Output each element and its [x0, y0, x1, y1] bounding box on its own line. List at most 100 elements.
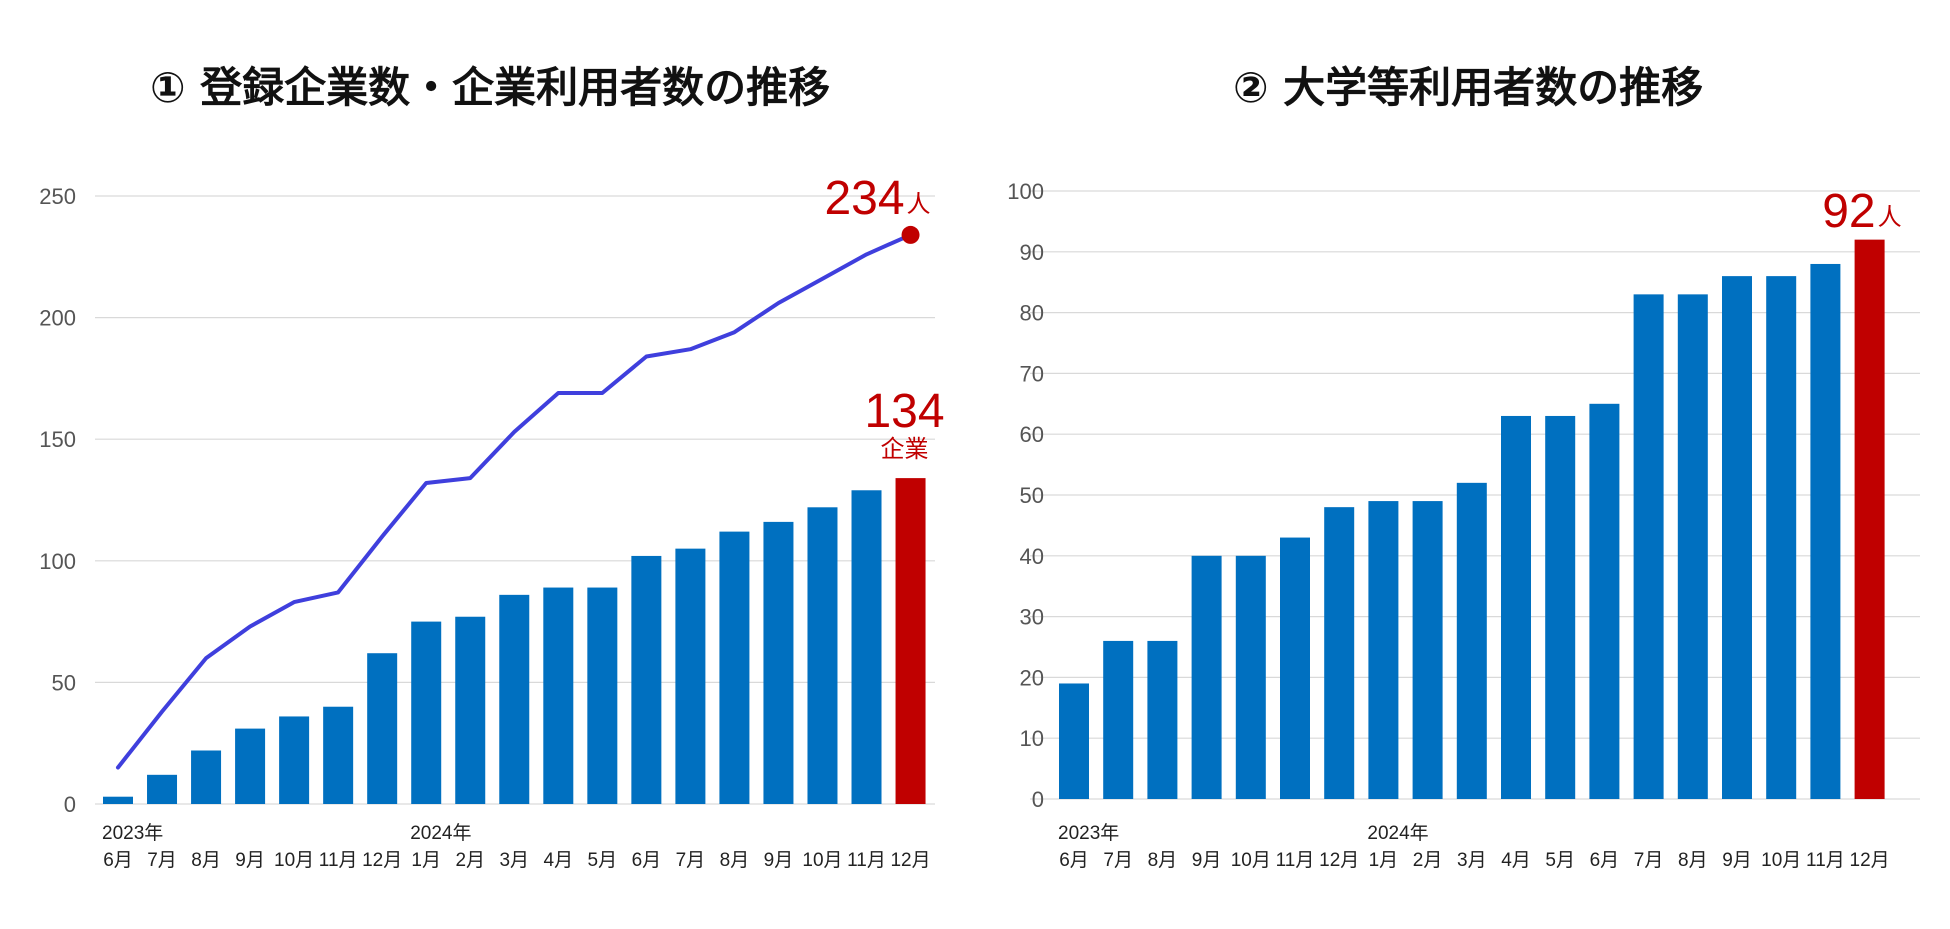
- chart2-ytick-label: 100: [1007, 179, 1044, 204]
- chart1-xtick-label: 10月: [802, 850, 842, 871]
- chart2-callout-users-value: 92: [1822, 185, 1875, 238]
- chart1-bar: [411, 621, 442, 804]
- chart2-xtick-label: 9月: [1192, 850, 1222, 871]
- chart1-xtick-label: 12月: [890, 850, 930, 871]
- chart1-callout-users-unit: 人: [907, 190, 931, 218]
- chart2-bar: [1456, 482, 1487, 799]
- chart2-bar: [1324, 507, 1355, 799]
- chart2-ytick-label: 30: [1020, 605, 1044, 630]
- chart2-xtick-label: 4月: [1501, 850, 1531, 871]
- chart1-ytick-label: 150: [39, 427, 76, 452]
- chart1-bar: [279, 716, 310, 804]
- chart1-bar: [147, 774, 178, 804]
- chart1-callout-companies-value: 134: [864, 385, 944, 438]
- chart1-xtick-label: 9月: [764, 850, 794, 871]
- chart2-xtick-label: 1月: [1369, 850, 1399, 871]
- chart1-bar: [455, 616, 486, 804]
- chart1-xtick-label: 8月: [191, 850, 221, 871]
- chart2-xtick-label: 10月: [1231, 850, 1271, 871]
- chart2-bar: [1280, 537, 1310, 799]
- chart1-callout-users-value: 234: [824, 172, 904, 225]
- chart1-bar: [499, 594, 530, 804]
- chart2-bar: [1235, 555, 1266, 799]
- chart2-bar: [1368, 501, 1399, 799]
- chart1-xtick-label: 9月: [235, 850, 265, 871]
- chart1-bar: [807, 507, 838, 804]
- chart1-xtick-label: 4月: [544, 850, 574, 871]
- chart1-bar: [323, 706, 354, 804]
- chart2-xtick-label: 7月: [1634, 850, 1664, 871]
- chart2-xtick-label: 2月: [1413, 850, 1443, 871]
- chart2-bar: [1412, 501, 1443, 799]
- chart2-callout-users-unit: 人: [1878, 203, 1902, 231]
- chart2-title: ② 大学等利用者数の推移: [1233, 63, 1703, 112]
- chart2-xtick-label: 8月: [1148, 850, 1178, 871]
- chart1-xtick-label: 8月: [720, 850, 750, 871]
- chart2-ytick-label: 10: [1020, 726, 1044, 751]
- chart2-bar: [1589, 403, 1620, 799]
- chart2-bar: [1677, 294, 1708, 799]
- chart1-bar: [191, 750, 222, 804]
- chart1-xtick-label: 6月: [103, 850, 133, 871]
- chart1-bar: [235, 728, 266, 804]
- chart2-bar: [1545, 415, 1576, 799]
- chart1-bar: [675, 548, 706, 804]
- chart2-xtick-label: 5月: [1545, 850, 1575, 871]
- chart2-xtick-label: 12月: [1319, 850, 1359, 871]
- chart2-xtick-label: 12月: [1850, 850, 1890, 871]
- chart2-bar: [1766, 276, 1797, 799]
- chart2-ytick-label: 90: [1020, 240, 1044, 265]
- chart1-xtick-label: 11月: [319, 850, 358, 871]
- chart1-ytick-label: 0: [64, 792, 76, 817]
- chart1-bar: [851, 490, 882, 804]
- chart1-bar: [587, 587, 618, 804]
- chart2-year-label: 2023年: [1058, 822, 1119, 844]
- chart1-xtick-label: 1月: [411, 850, 441, 871]
- chart2-xtick-label: 6月: [1590, 850, 1620, 871]
- chart2-bar: [1059, 683, 1089, 799]
- chart1-xtick-label: 7月: [147, 850, 177, 871]
- chart2-bar: [1722, 276, 1752, 799]
- chart2-ytick-label: 70: [1020, 361, 1044, 386]
- chart2-bar: [1633, 294, 1664, 799]
- chart2-ytick-label: 80: [1020, 301, 1044, 326]
- chart1-year-label: 2023年: [102, 822, 163, 844]
- chart1-ytick-label: 200: [39, 306, 76, 331]
- chart1-xtick-label: 2月: [455, 850, 485, 871]
- chart2-bar: [1147, 640, 1178, 799]
- chart1-xtick-label: 12月: [362, 850, 402, 871]
- chart1-bar: [543, 587, 574, 804]
- chart2-xtick-label: 11月: [1276, 850, 1315, 871]
- chart1-bar: [763, 521, 794, 804]
- chart2-xtick-label: 11月: [1806, 850, 1845, 871]
- chart1-xtick-label: 11月: [847, 850, 886, 871]
- chart1-xtick-label: 10月: [274, 850, 314, 871]
- chart2-xtick-label: 9月: [1722, 850, 1752, 871]
- chart1-xtick-label: 5月: [588, 850, 618, 871]
- chart1-bar: [367, 653, 398, 804]
- chart2-bar: [1103, 640, 1134, 799]
- chart2-xtick-label: 6月: [1059, 850, 1089, 871]
- chart2-ytick-label: 50: [1020, 483, 1044, 508]
- chart2-bar: [1810, 263, 1841, 800]
- chart1-ytick-label: 250: [39, 184, 76, 209]
- chart1-title: ① 登録企業数・企業利用者数の推移: [150, 63, 830, 112]
- chart2-bar: [1854, 239, 1885, 799]
- chart1-ytick-label: 100: [39, 549, 76, 574]
- chart2-xtick-label: 3月: [1457, 850, 1487, 871]
- chart1-bar: [103, 796, 133, 804]
- chart1-bar: [631, 555, 662, 804]
- chart2-bar: [1191, 555, 1222, 799]
- chart1-series-line: [116, 232, 913, 770]
- chart2-xtick-label: 7月: [1103, 850, 1133, 871]
- chart1-bar: [895, 478, 926, 804]
- chart1-line-end-marker: [901, 225, 920, 244]
- chart2-ytick-label: 20: [1020, 665, 1044, 690]
- chart1-year-label: 2024年: [410, 822, 471, 844]
- chart1-xtick-label: 6月: [632, 850, 662, 871]
- chart2-xtick-label: 8月: [1678, 850, 1708, 871]
- chart1-xtick-label: 3月: [499, 850, 529, 871]
